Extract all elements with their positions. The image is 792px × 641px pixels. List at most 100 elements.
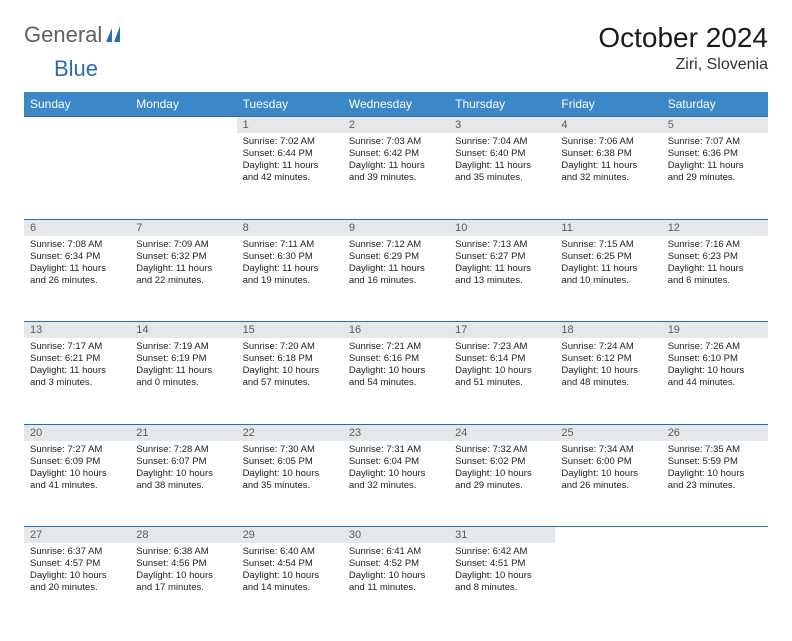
sunset-line: Sunset: 6:12 PM bbox=[561, 353, 655, 365]
day-number-row: 2728293031 bbox=[24, 527, 768, 544]
day-number: 7 bbox=[130, 220, 236, 236]
day-number: 17 bbox=[449, 322, 555, 338]
sunset-line: Sunset: 6:42 PM bbox=[349, 148, 443, 160]
day-number-empty bbox=[662, 527, 768, 543]
day-cell: Sunrise: 6:38 AMSunset: 4:56 PMDaylight:… bbox=[130, 543, 236, 601]
day-number-empty bbox=[555, 527, 661, 543]
sunrise-line: Sunrise: 6:38 AM bbox=[136, 546, 230, 558]
sunset-line: Sunset: 6:09 PM bbox=[30, 456, 124, 468]
daylight-line: Daylight: 10 hours and 54 minutes. bbox=[349, 365, 443, 389]
daylight-line: Daylight: 11 hours and 32 minutes. bbox=[561, 160, 655, 184]
weekday-header: Tuesday bbox=[237, 92, 343, 117]
brand-part1: General bbox=[24, 22, 102, 48]
day-content-row: Sunrise: 7:08 AMSunset: 6:34 PMDaylight:… bbox=[24, 236, 768, 322]
day-cell-empty bbox=[130, 133, 236, 142]
daylight-line: Daylight: 11 hours and 13 minutes. bbox=[455, 263, 549, 287]
daylight-line: Daylight: 11 hours and 29 minutes. bbox=[668, 160, 762, 184]
sunrise-line: Sunrise: 7:20 AM bbox=[243, 341, 337, 353]
sunset-line: Sunset: 4:51 PM bbox=[455, 558, 549, 570]
day-number: 6 bbox=[24, 220, 130, 236]
day-number: 20 bbox=[24, 425, 130, 441]
daylight-line: Daylight: 11 hours and 0 minutes. bbox=[136, 365, 230, 389]
day-number-row: 13141516171819 bbox=[24, 322, 768, 339]
day-cell: Sunrise: 7:35 AMSunset: 5:59 PMDaylight:… bbox=[662, 441, 768, 499]
sunrise-line: Sunrise: 6:40 AM bbox=[243, 546, 337, 558]
daylight-line: Daylight: 10 hours and 8 minutes. bbox=[455, 570, 549, 594]
sunrise-line: Sunrise: 7:02 AM bbox=[243, 136, 337, 148]
weekday-header: Saturday bbox=[662, 92, 768, 117]
day-cell: Sunrise: 7:21 AMSunset: 6:16 PMDaylight:… bbox=[343, 338, 449, 396]
sunrise-line: Sunrise: 7:24 AM bbox=[561, 341, 655, 353]
day-cell: Sunrise: 7:09 AMSunset: 6:32 PMDaylight:… bbox=[130, 236, 236, 294]
day-number: 25 bbox=[555, 425, 661, 441]
sunset-line: Sunset: 4:57 PM bbox=[30, 558, 124, 570]
day-cell: Sunrise: 7:19 AMSunset: 6:19 PMDaylight:… bbox=[130, 338, 236, 396]
daylight-line: Daylight: 10 hours and 20 minutes. bbox=[30, 570, 124, 594]
day-number: 21 bbox=[130, 425, 236, 441]
sunrise-line: Sunrise: 7:07 AM bbox=[668, 136, 762, 148]
calendar-page: General October 2024 Ziri, Slovenia Blue… bbox=[0, 0, 792, 641]
daylight-line: Daylight: 11 hours and 10 minutes. bbox=[561, 263, 655, 287]
location: Ziri, Slovenia bbox=[598, 56, 768, 74]
day-cell: Sunrise: 7:15 AMSunset: 6:25 PMDaylight:… bbox=[555, 236, 661, 294]
sunrise-line: Sunrise: 7:03 AM bbox=[349, 136, 443, 148]
sunrise-line: Sunrise: 6:42 AM bbox=[455, 546, 549, 558]
daylight-line: Daylight: 10 hours and 44 minutes. bbox=[668, 365, 762, 389]
daylight-line: Daylight: 10 hours and 14 minutes. bbox=[243, 570, 337, 594]
sails-icon bbox=[106, 26, 126, 47]
daylight-line: Daylight: 10 hours and 48 minutes. bbox=[561, 365, 655, 389]
day-cell: Sunrise: 7:13 AMSunset: 6:27 PMDaylight:… bbox=[449, 236, 555, 294]
sunset-line: Sunset: 6:02 PM bbox=[455, 456, 549, 468]
sunset-line: Sunset: 6:38 PM bbox=[561, 148, 655, 160]
sunset-line: Sunset: 6:14 PM bbox=[455, 353, 549, 365]
sunrise-line: Sunrise: 7:31 AM bbox=[349, 444, 443, 456]
daylight-line: Daylight: 10 hours and 41 minutes. bbox=[30, 468, 124, 492]
day-number: 3 bbox=[449, 117, 555, 133]
sunrise-line: Sunrise: 7:11 AM bbox=[243, 239, 337, 251]
sunset-line: Sunset: 6:05 PM bbox=[243, 456, 337, 468]
daylight-line: Daylight: 10 hours and 32 minutes. bbox=[349, 468, 443, 492]
day-number: 12 bbox=[662, 220, 768, 236]
day-number: 19 bbox=[662, 322, 768, 338]
day-number: 31 bbox=[449, 527, 555, 543]
sunset-line: Sunset: 6:19 PM bbox=[136, 353, 230, 365]
day-cell: Sunrise: 7:26 AMSunset: 6:10 PMDaylight:… bbox=[662, 338, 768, 396]
sunrise-line: Sunrise: 7:21 AM bbox=[349, 341, 443, 353]
day-number: 16 bbox=[343, 322, 449, 338]
sunrise-line: Sunrise: 7:35 AM bbox=[668, 444, 762, 456]
day-content-row: Sunrise: 7:27 AMSunset: 6:09 PMDaylight:… bbox=[24, 441, 768, 527]
weekday-header: Sunday bbox=[24, 92, 130, 117]
daylight-line: Daylight: 10 hours and 26 minutes. bbox=[561, 468, 655, 492]
daylight-line: Daylight: 11 hours and 26 minutes. bbox=[30, 263, 124, 287]
day-cell: Sunrise: 6:42 AMSunset: 4:51 PMDaylight:… bbox=[449, 543, 555, 601]
sunset-line: Sunset: 5:59 PM bbox=[668, 456, 762, 468]
sunset-line: Sunset: 6:40 PM bbox=[455, 148, 549, 160]
day-number: 18 bbox=[555, 322, 661, 338]
day-cell: Sunrise: 7:03 AMSunset: 6:42 PMDaylight:… bbox=[343, 133, 449, 191]
day-number: 14 bbox=[130, 322, 236, 338]
sunrise-line: Sunrise: 7:17 AM bbox=[30, 341, 124, 353]
weekday-header: Monday bbox=[130, 92, 236, 117]
sunrise-line: Sunrise: 7:28 AM bbox=[136, 444, 230, 456]
day-number: 27 bbox=[24, 527, 130, 543]
sunset-line: Sunset: 6:30 PM bbox=[243, 251, 337, 263]
daylight-line: Daylight: 11 hours and 42 minutes. bbox=[243, 160, 337, 184]
weekday-header-row: SundayMondayTuesdayWednesdayThursdayFrid… bbox=[24, 92, 768, 117]
day-number: 15 bbox=[237, 322, 343, 338]
weekday-header: Thursday bbox=[449, 92, 555, 117]
day-content-row: Sunrise: 7:17 AMSunset: 6:21 PMDaylight:… bbox=[24, 338, 768, 424]
day-cell-empty bbox=[662, 543, 768, 552]
daylight-line: Daylight: 10 hours and 29 minutes. bbox=[455, 468, 549, 492]
day-number-row: 20212223242526 bbox=[24, 424, 768, 441]
day-number-empty bbox=[130, 117, 236, 133]
day-cell: Sunrise: 7:34 AMSunset: 6:00 PMDaylight:… bbox=[555, 441, 661, 499]
daylight-line: Daylight: 10 hours and 51 minutes. bbox=[455, 365, 549, 389]
day-cell: Sunrise: 7:16 AMSunset: 6:23 PMDaylight:… bbox=[662, 236, 768, 294]
day-cell: Sunrise: 6:41 AMSunset: 4:52 PMDaylight:… bbox=[343, 543, 449, 601]
calendar-body: 12345Sunrise: 7:02 AMSunset: 6:44 PMDayl… bbox=[24, 117, 768, 630]
day-number: 26 bbox=[662, 425, 768, 441]
month-title: October 2024 bbox=[598, 22, 768, 54]
sunrise-line: Sunrise: 7:09 AM bbox=[136, 239, 230, 251]
day-number: 8 bbox=[237, 220, 343, 236]
sunset-line: Sunset: 6:34 PM bbox=[30, 251, 124, 263]
